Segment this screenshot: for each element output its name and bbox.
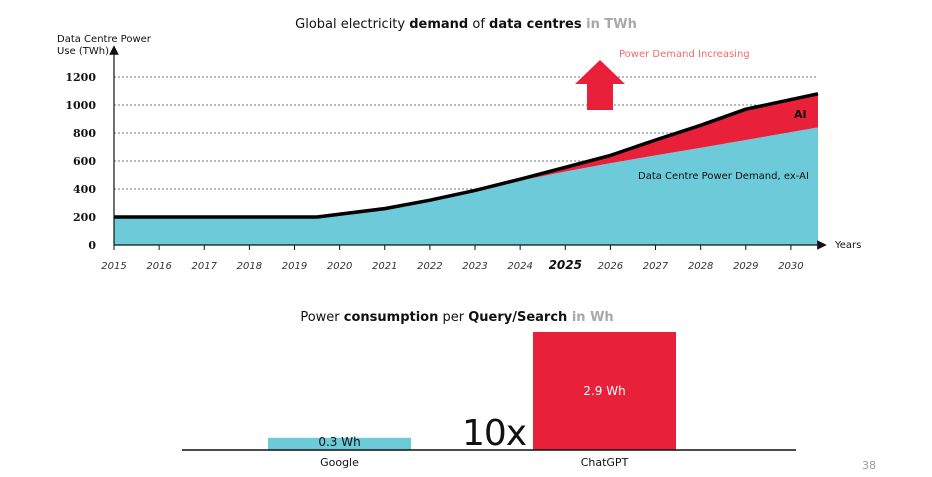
- area-title-part-4: in TWh: [582, 17, 637, 32]
- page-number: 38: [862, 459, 876, 472]
- x-tick-2019: 2019: [282, 261, 307, 272]
- area-title-part-3: data centres: [489, 17, 582, 32]
- multiplier-label: 10x: [462, 413, 527, 454]
- ai-series-label: AI: [794, 108, 807, 121]
- bar-chatgpt: [533, 331, 676, 450]
- x-tick-2025: 2025: [549, 258, 582, 272]
- y-tick-800: 800: [73, 127, 96, 140]
- bar-title-part-3: Query/Search: [468, 310, 567, 325]
- x-tick-2018: 2018: [237, 261, 262, 272]
- x-tick-2030: 2030: [778, 261, 803, 272]
- y-tick-200: 200: [73, 211, 96, 224]
- x-tick-2028: 2028: [688, 261, 713, 272]
- y-tick-400: 400: [73, 183, 96, 196]
- x-tick-2020: 2020: [327, 261, 352, 272]
- area-series: [114, 92, 819, 245]
- y-tick-1000: 1000: [65, 99, 96, 112]
- area-chart-title: Global electricity demand of data centre…: [295, 17, 637, 32]
- bar-title-part-4: in Wh: [567, 310, 613, 325]
- x-tick-2021: 2021: [372, 261, 397, 272]
- x-tick-2029: 2029: [733, 261, 758, 272]
- bar-value-google: 0.3 Wh: [318, 435, 360, 449]
- total-demand-line: [114, 92, 819, 219]
- y-tick-600: 600: [73, 155, 96, 168]
- x-tick-2023: 2023: [462, 261, 487, 272]
- area-chart: Global electricity demand of data centre…: [57, 17, 861, 272]
- bar-title-part-1: consumption: [344, 310, 439, 325]
- x-tick-2017: 2017: [192, 261, 218, 272]
- bar-category-chatgpt: ChatGPT: [581, 456, 629, 469]
- x-tick-labels: 2015 2016 2017 2018 2019 2020 2021 2022 2023 2024…: [101, 245, 804, 272]
- x-tick-2015: 2015: [101, 261, 126, 272]
- area-title-part-1: demand: [409, 17, 468, 32]
- x-tick-2024: 2024: [507, 261, 532, 272]
- x-tick-2022: 2022: [417, 261, 442, 272]
- area-title-part-0: Global electricity: [295, 17, 409, 32]
- bar-title-part-0: Power: [300, 310, 343, 325]
- x-axis-label: Years: [834, 240, 861, 251]
- trend-annotation: Power Demand Increasing: [619, 49, 750, 60]
- ex-ai-series-label: Data Centre Power Demand, ex-AI: [638, 171, 809, 182]
- bars: 0.3 Wh Google 2.9 Wh ChatGPT: [268, 331, 676, 469]
- y-tick-1200: 1200: [65, 71, 96, 84]
- area-title-part-2: of: [468, 17, 489, 32]
- x-tick-2016: 2016: [146, 261, 171, 272]
- bar-chart-title: Power consumption per Query/Search in Wh: [300, 310, 613, 325]
- y-axis-label-line-2: Use (TWh): [57, 46, 109, 57]
- bar-value-chatgpt: 2.9 Wh: [583, 384, 625, 398]
- bar-chart: Power consumption per Query/Search in Wh…: [182, 310, 796, 469]
- x-tick-2027: 2027: [643, 261, 669, 272]
- y-axis-label-line-1: Data Centre Power: [57, 34, 152, 45]
- bar-title-part-2: per: [438, 310, 468, 325]
- bar-category-google: Google: [320, 456, 359, 469]
- series-ex-ai-area: [114, 127, 818, 245]
- bar-google: [268, 437, 411, 450]
- y-tick-0: 0: [88, 239, 96, 252]
- x-tick-2026: 2026: [598, 261, 623, 272]
- y-tick-labels: 0 200 400 600 800 1000 1200: [65, 71, 96, 252]
- trend-up-arrow-icon: [575, 60, 625, 110]
